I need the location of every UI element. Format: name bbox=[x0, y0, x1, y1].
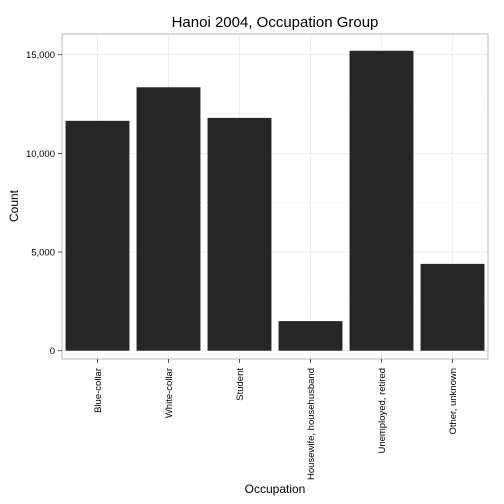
y-tick-label: 0 bbox=[50, 346, 55, 357]
y-tick-label: 10,000 bbox=[26, 149, 55, 160]
x-tick-label: White-collar bbox=[164, 368, 175, 418]
x-tick-label: Other, unknown bbox=[448, 368, 459, 435]
bar-other-unknown bbox=[420, 263, 485, 351]
bar-white-collar bbox=[136, 87, 201, 351]
x-tick-label: Student bbox=[235, 368, 246, 401]
bar-unemployed-retired bbox=[349, 50, 414, 351]
x-tick-label: Housewife, househusband bbox=[306, 368, 317, 480]
plot-panel bbox=[62, 34, 488, 359]
bar-blue-collar bbox=[65, 120, 130, 351]
bar-housewife-househusband bbox=[278, 321, 343, 351]
chart-title: Hanoi 2004, Occupation Group bbox=[171, 14, 379, 31]
y-tick-label: 15,000 bbox=[26, 50, 55, 61]
x-tick-label: Blue-collar bbox=[93, 368, 104, 413]
x-tick-label: Unemployed, retired bbox=[377, 368, 388, 454]
y-tick-label: 5,000 bbox=[31, 248, 55, 259]
bar-student bbox=[207, 117, 272, 351]
plot-border bbox=[61, 33, 489, 360]
x-axis-label: Occupation bbox=[244, 482, 306, 496]
